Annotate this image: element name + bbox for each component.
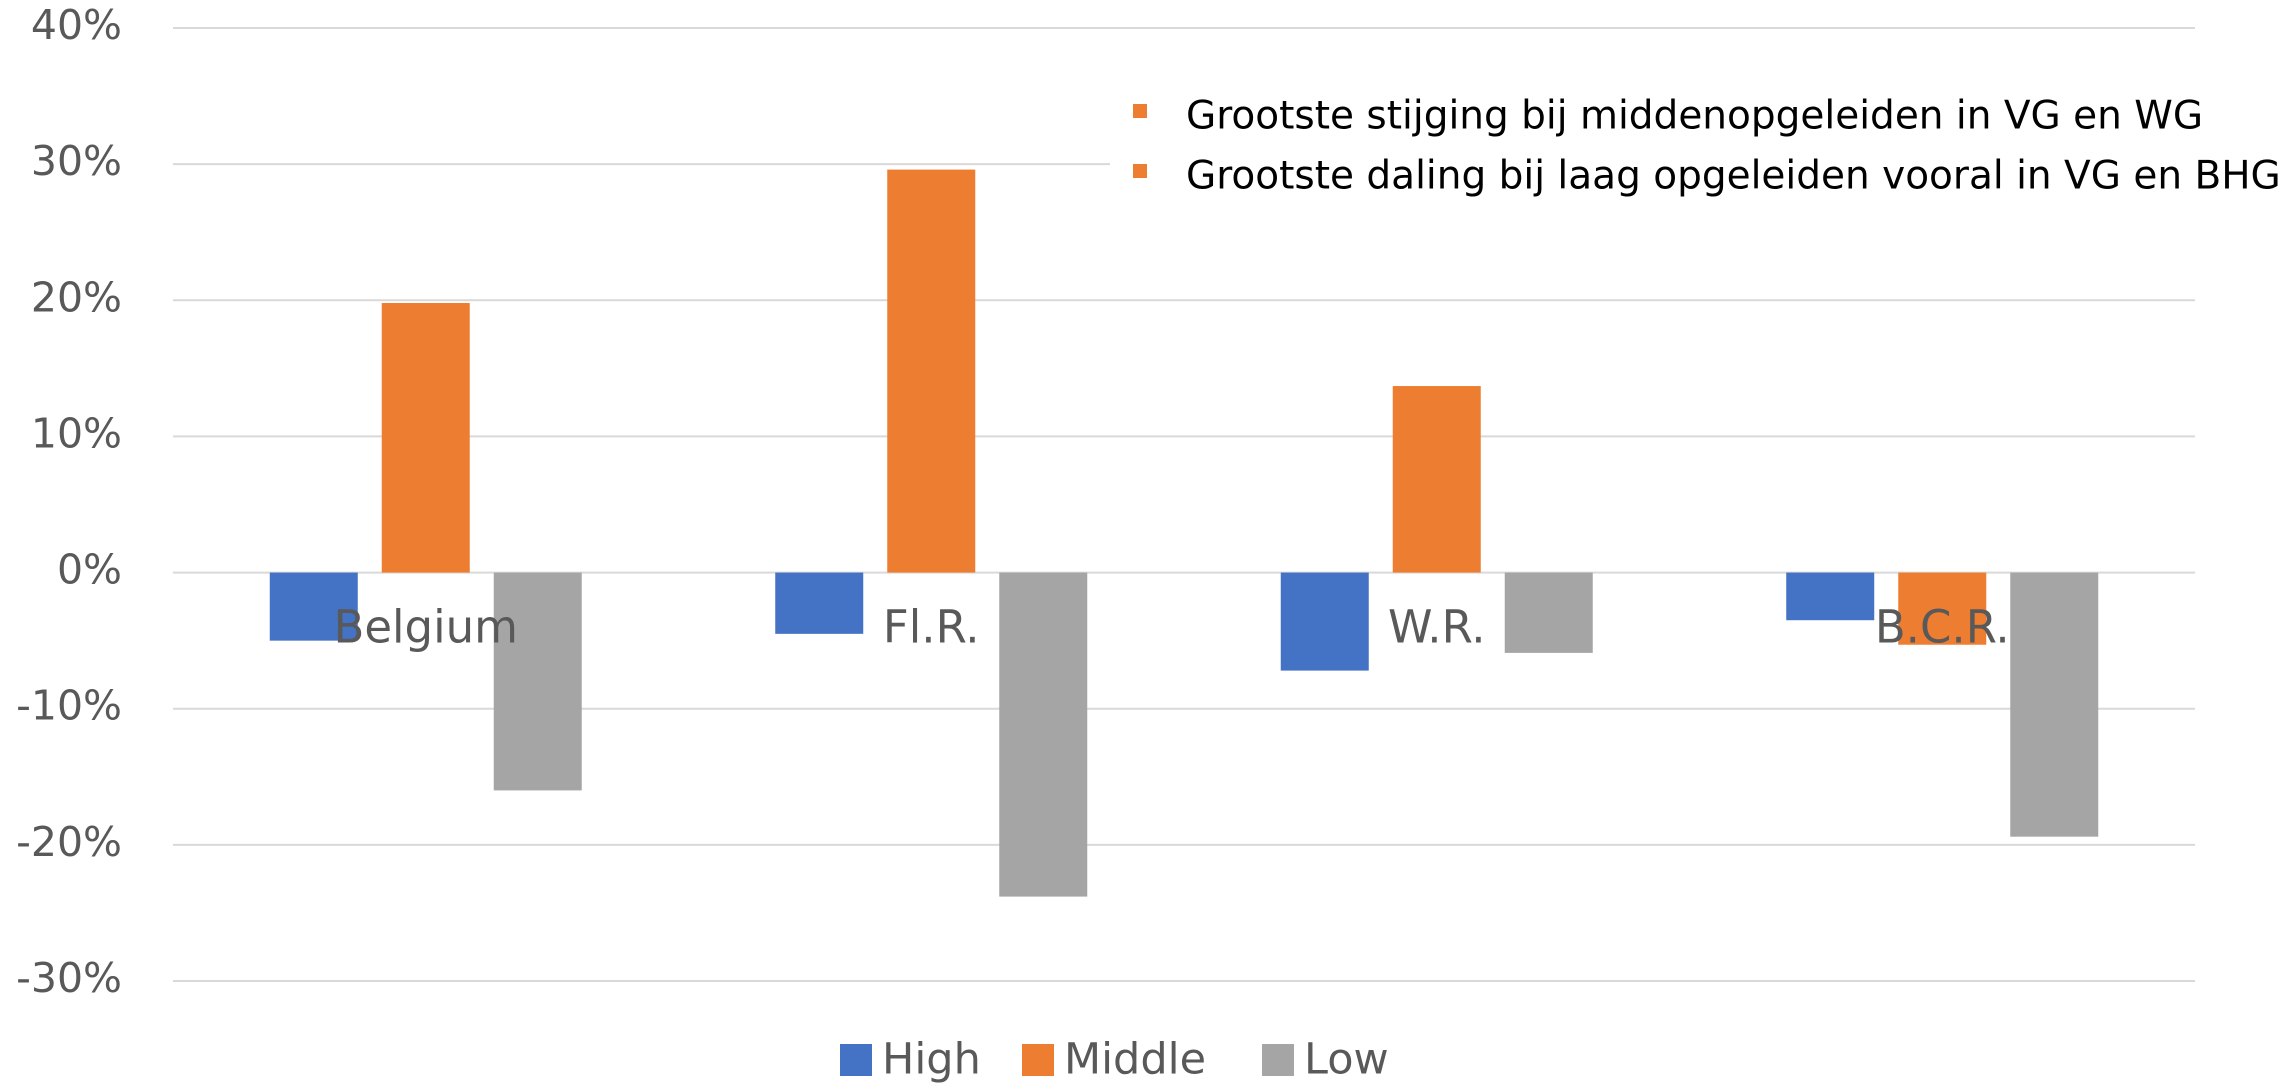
y-tick-label: -20% bbox=[16, 818, 122, 866]
bar-high-3 bbox=[1280, 572, 1369, 671]
category-labels: Belgium Fl.R. W.R. B.C.R. bbox=[334, 601, 2010, 654]
bar-high-2 bbox=[775, 572, 864, 634]
legend: High Middle Low bbox=[840, 1035, 1389, 1085]
y-tick-label: -10% bbox=[16, 682, 122, 730]
bar-low-1 bbox=[493, 572, 582, 791]
bar-middle-2 bbox=[887, 169, 976, 573]
bar-low-2 bbox=[999, 572, 1088, 897]
annotation-bullet bbox=[1133, 164, 1147, 178]
bar-high-4 bbox=[1786, 572, 1875, 621]
y-tick-label: 20% bbox=[31, 273, 122, 321]
y-axis-tick-labels: 40% 30% 20% 10% 0% -10% -20% -30% bbox=[16, 1, 122, 1002]
annotation-background bbox=[1110, 78, 2290, 210]
bar-middle-1 bbox=[381, 303, 470, 573]
annotation-box: Grootste stijging bij middenopgeleiden i… bbox=[1110, 78, 2290, 210]
y-tick-label: 40% bbox=[31, 1, 122, 49]
legend-label-high: High bbox=[882, 1035, 981, 1085]
legend-label-low: Low bbox=[1304, 1035, 1389, 1085]
category-label: Fl.R. bbox=[883, 601, 980, 654]
bar-middle-3 bbox=[1392, 386, 1481, 573]
bars bbox=[269, 169, 2099, 897]
category-label: B.C.R. bbox=[1875, 601, 2010, 654]
bar-low-4 bbox=[2010, 572, 2099, 837]
category-label: Belgium bbox=[334, 601, 518, 654]
legend-label-middle: Middle bbox=[1064, 1035, 1206, 1085]
annotation-text: Grootste stijging bij middenopgeleiden i… bbox=[1186, 94, 2203, 139]
annotation-bullet bbox=[1133, 104, 1147, 118]
category-label: W.R. bbox=[1388, 601, 1486, 654]
legend-swatch-high bbox=[840, 1044, 872, 1076]
legend-swatch-middle bbox=[1022, 1044, 1054, 1076]
bar-high-1 bbox=[269, 572, 358, 641]
bar-middle-4 bbox=[1898, 572, 1987, 645]
y-tick-label: 30% bbox=[31, 137, 122, 185]
y-tick-label: 10% bbox=[31, 409, 122, 457]
bar-low-3 bbox=[1504, 572, 1593, 653]
legend-swatch-low bbox=[1262, 1044, 1294, 1076]
annotation-text: Grootste daling bij laag opgeleiden voor… bbox=[1186, 154, 2281, 199]
y-tick-label: -30% bbox=[16, 954, 122, 1002]
y-tick-label: 0% bbox=[57, 546, 122, 594]
